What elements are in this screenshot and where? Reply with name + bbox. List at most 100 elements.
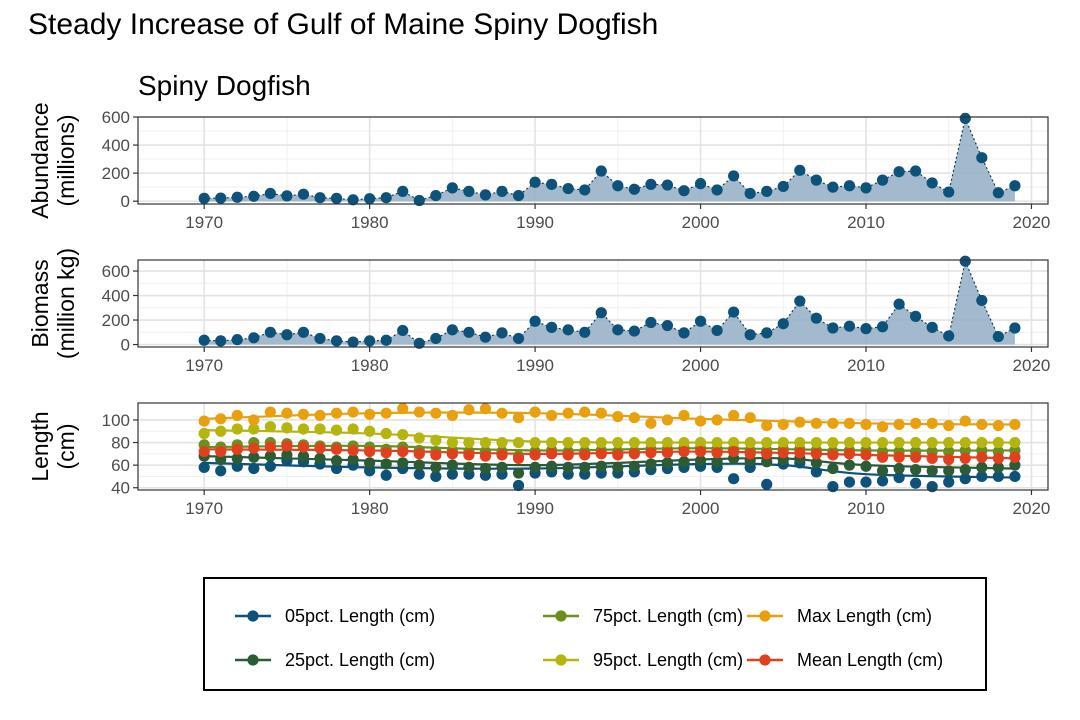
length-series-1-point [297, 450, 310, 462]
length-x-tick-label: 1970 [185, 499, 223, 518]
biomass-y-axis-title-line: Biomass [27, 259, 53, 347]
length-y-axis-title: Length(cm) [27, 411, 79, 481]
abundance-x-tick-label: 2010 [847, 213, 885, 232]
length-series-3-point [943, 436, 955, 449]
abundance-point [330, 192, 343, 204]
length-series-3-point [876, 436, 889, 449]
length-series-5-point [694, 445, 707, 458]
length-series-4-point [479, 403, 492, 415]
biomass-point [347, 336, 359, 348]
biomass-y-axis-title: Biomass(million kg) [27, 248, 79, 359]
length-series-5-point [281, 440, 293, 452]
length-series-1-point [810, 457, 822, 469]
length-series-1-point [413, 459, 425, 471]
abundance-point [215, 192, 227, 204]
biomass-x-tick-label: 1980 [351, 356, 389, 375]
length-series-5-point [314, 442, 326, 454]
biomass-panel-border [137, 259, 1049, 348]
length-series-5-point [529, 449, 541, 461]
length-y-tick-label: 40 [111, 479, 130, 498]
length-series-3-point [314, 423, 326, 435]
length-series-5-point [860, 449, 872, 461]
length-series-1-point [678, 456, 690, 468]
length-series-3-point [794, 436, 806, 449]
biomass-point [992, 330, 1004, 343]
biomass-panel: 1970 1980 1990 2000 2010 2020 0 200 400 600 Biomas… [27, 248, 1050, 375]
length-series-4-point [380, 407, 392, 419]
biomass-point [446, 324, 458, 336]
length-series-3-point [678, 436, 690, 449]
abundance-x-tick-label: 1970 [185, 213, 223, 232]
length-panel: 1970 1980 1990 2000 2010 2020 40 60 80 100 Length(… [27, 402, 1050, 518]
abundance-point [546, 178, 558, 190]
length-series-5-point [479, 450, 492, 462]
length-series-5-point [777, 447, 789, 459]
length-series-4-point [810, 417, 822, 429]
biomass-point [198, 334, 210, 346]
length-series-5-point [231, 443, 243, 455]
length-series-1-point [330, 455, 343, 467]
biomass-point [926, 321, 938, 333]
biomass-point [959, 255, 971, 267]
abundance-point [976, 152, 988, 164]
abundance-point [463, 185, 475, 197]
length-series-3-point [347, 423, 359, 435]
length-series-4-point [992, 419, 1004, 432]
abundance-point [860, 182, 872, 194]
length-series-4-point [843, 417, 856, 429]
abundance-point [512, 189, 525, 202]
biomass-point [413, 337, 425, 349]
abundance-point [926, 177, 938, 189]
length-series-0-point [446, 468, 458, 480]
biomass-point [827, 322, 839, 334]
length-series-4-point [364, 408, 376, 420]
length-series-1-point [512, 467, 525, 479]
length-series-4-point [198, 415, 210, 427]
biomass-point [876, 321, 889, 333]
length-series-3-point [463, 436, 475, 449]
biomass-point [463, 326, 475, 338]
biomass-y-axis-title-line: (million kg) [53, 248, 79, 359]
legend-key-point [555, 654, 567, 666]
length-series-1-point [380, 458, 392, 470]
abundance-point [446, 182, 458, 194]
length-series-1-point [546, 460, 558, 472]
length-series-0-point [380, 469, 392, 481]
length-series-5-point [728, 445, 740, 458]
biomass-point [496, 327, 508, 339]
length-series-5-point [1009, 451, 1021, 463]
length-series-3-point [744, 436, 756, 449]
length-series-3-point [546, 436, 558, 449]
biomass-point [215, 335, 227, 347]
biomass-point [777, 318, 789, 330]
length-series-0-point [876, 475, 889, 487]
length-series-4-point [694, 415, 707, 427]
length-series-1-point [661, 457, 674, 469]
abundance-point [314, 192, 326, 204]
length-series-5-point [744, 448, 756, 460]
legend-key-point [555, 610, 567, 622]
length-series-5-point [910, 451, 922, 463]
abundance-point [430, 189, 442, 202]
length-series-1-point [876, 465, 889, 477]
legend-key-point [247, 654, 259, 666]
length-series-4-point [628, 412, 640, 424]
length-series-4-point [910, 417, 922, 429]
length-series-3-point [728, 436, 740, 449]
length-series-4-point [579, 406, 591, 418]
length-y-tick-label: 80 [111, 434, 130, 453]
abundance-x-tick-label: 1980 [351, 213, 389, 232]
length-series-5-point [827, 449, 839, 461]
length-series-3-point [413, 432, 425, 444]
length-series-1-point [694, 455, 707, 467]
length-series-4-point [529, 406, 541, 418]
legend-key-point [759, 610, 771, 622]
length-series-3-point [628, 436, 640, 449]
length-series-5-point [215, 445, 227, 458]
length-series-3-point [843, 436, 856, 449]
length-series-1-point [595, 460, 607, 472]
length-series-4-point [893, 418, 905, 431]
length-series-4-point [876, 421, 889, 433]
biomass-point [248, 332, 260, 344]
biomass-point [364, 335, 376, 347]
